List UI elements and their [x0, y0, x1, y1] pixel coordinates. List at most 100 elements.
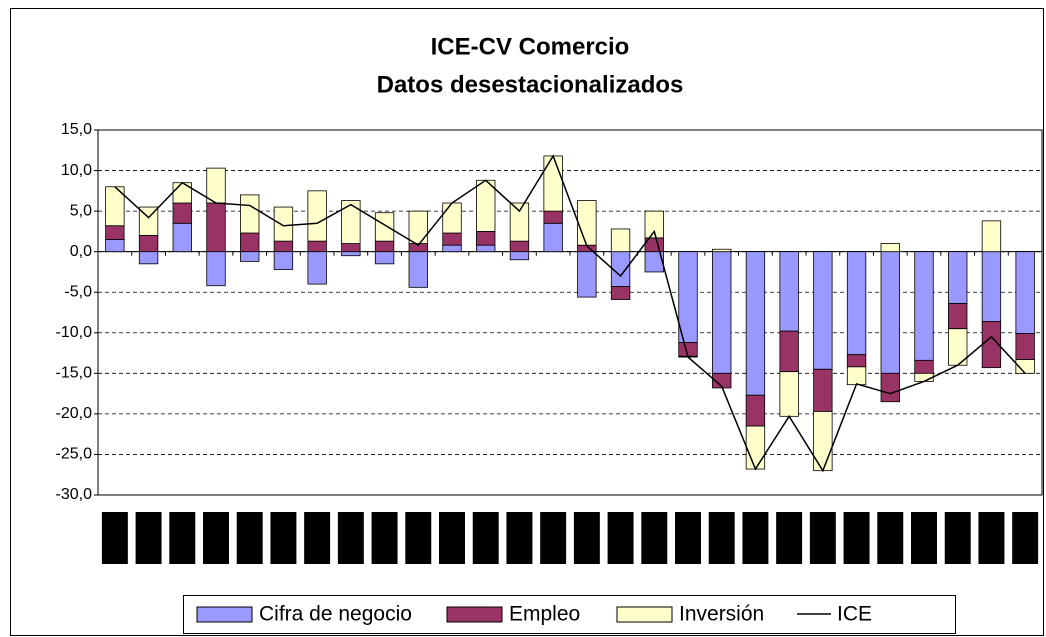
bar — [813, 368, 833, 412]
bar — [307, 251, 327, 285]
bar — [610, 251, 631, 287]
bar — [712, 248, 732, 253]
bar — [745, 394, 766, 427]
bar — [172, 202, 192, 224]
bar — [138, 251, 159, 265]
x-tick-label-redacted — [439, 512, 465, 564]
y-tick-label: -25,0 — [56, 446, 93, 463]
x-tick-label-redacted — [1012, 512, 1039, 564]
bar — [846, 366, 867, 386]
bar — [206, 251, 226, 287]
y-tick-label: 0,0 — [70, 243, 92, 260]
bar — [610, 286, 631, 300]
x-tick-label-redacted — [540, 512, 567, 564]
bar — [206, 202, 226, 253]
bar — [341, 200, 361, 244]
legend-label: Inversión — [679, 603, 764, 626]
bar — [509, 240, 530, 253]
legend-label: Cifra de negocio — [259, 603, 412, 626]
bar — [948, 303, 968, 330]
bar — [712, 251, 732, 374]
x-tick-label-redacted — [270, 512, 297, 564]
x-tick-label-redacted — [641, 512, 668, 564]
bar — [880, 243, 900, 253]
x-tick-label-redacted — [809, 512, 836, 564]
x-tick-label-redacted — [708, 512, 735, 564]
bar — [105, 225, 125, 240]
bar — [509, 202, 530, 242]
bar — [981, 251, 1002, 322]
y-tick-label: 5,0 — [70, 202, 92, 219]
x-tick-label-redacted — [944, 512, 971, 564]
bar — [476, 179, 496, 232]
bar — [846, 354, 867, 368]
bar — [914, 372, 934, 382]
bar — [273, 251, 294, 270]
bar — [914, 251, 934, 361]
bar — [341, 243, 361, 253]
bar — [240, 251, 260, 262]
bar — [880, 372, 900, 403]
bar — [172, 222, 192, 253]
y-tick-label: -30,0 — [56, 486, 93, 503]
bar — [610, 228, 631, 253]
bar — [880, 251, 900, 374]
x-tick-label-redacted — [169, 512, 196, 564]
x-tick-label-redacted — [675, 512, 701, 564]
y-tick-label: -15,0 — [56, 365, 93, 382]
x-tick-label-redacted — [742, 512, 769, 564]
legend-swatch — [446, 606, 503, 623]
x-tick-label-redacted — [236, 512, 263, 564]
bar — [1015, 251, 1035, 334]
bar — [408, 210, 428, 244]
x-tick-label-redacted — [101, 512, 128, 564]
bar — [745, 251, 766, 396]
bar — [307, 190, 327, 242]
x-tick-label-redacted — [203, 512, 229, 564]
x-tick-label-redacted — [472, 512, 499, 564]
x-tick-label-redacted — [607, 512, 634, 564]
bar — [374, 251, 395, 265]
bar — [442, 202, 462, 234]
bar — [206, 167, 226, 204]
x-tick-label-redacted — [135, 512, 162, 564]
bar — [779, 330, 799, 373]
x-tick-label-redacted — [911, 512, 937, 564]
chart-subtitle: Datos desestacionalizados — [377, 71, 684, 98]
bar — [442, 232, 462, 246]
legend-swatch — [616, 606, 673, 623]
bar — [105, 239, 125, 253]
x-tick-label-redacted — [573, 512, 600, 564]
plot-area — [97, 129, 1043, 496]
bar — [543, 155, 563, 212]
bar — [543, 210, 563, 224]
bar — [813, 411, 833, 472]
legend-swatch — [196, 606, 253, 623]
bar — [745, 425, 766, 470]
bar — [678, 251, 698, 343]
y-tick-label: -20,0 — [56, 405, 93, 422]
legend-label: Empleo — [509, 603, 580, 626]
bar — [273, 240, 294, 253]
line-series — [114, 154, 1026, 473]
bar — [442, 244, 462, 253]
bar — [240, 232, 260, 253]
bar — [138, 235, 159, 253]
bar — [948, 251, 968, 304]
bar — [341, 251, 361, 257]
legend-label: ICE — [837, 603, 872, 626]
bar — [307, 240, 327, 253]
bar — [914, 359, 934, 374]
bar — [779, 251, 799, 332]
bar — [1015, 333, 1035, 360]
bar — [374, 212, 395, 242]
y-tick-label: -5,0 — [64, 283, 92, 300]
bar — [779, 371, 799, 417]
bar — [577, 251, 597, 298]
y-tick-label: -10,0 — [56, 324, 93, 341]
bar — [644, 210, 664, 239]
bar — [374, 240, 395, 253]
y-tick-label: 10,0 — [61, 162, 92, 179]
x-tick-label-redacted — [506, 512, 533, 564]
